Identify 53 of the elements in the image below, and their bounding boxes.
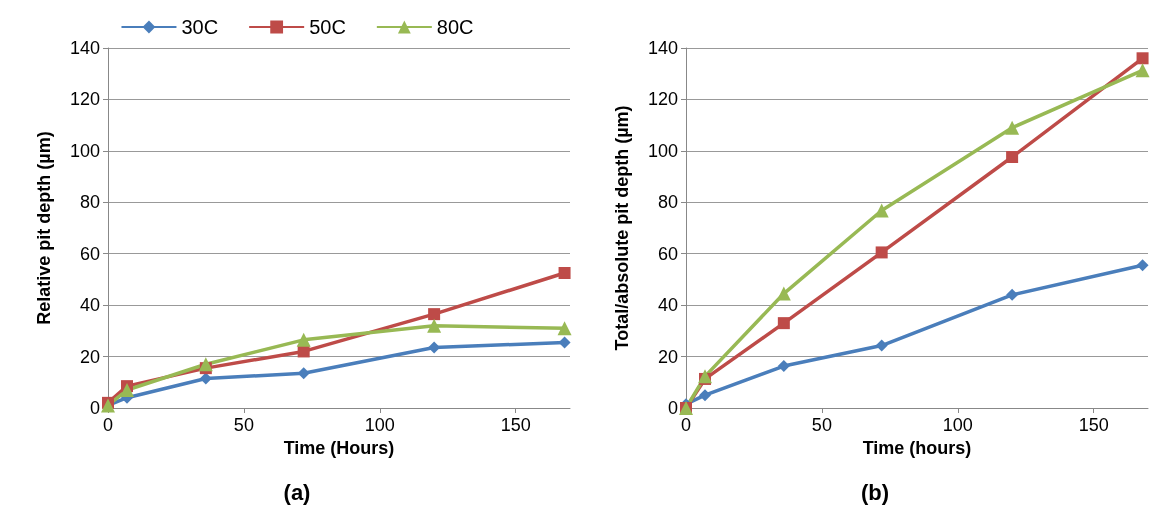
- y-tick-label: 60: [79, 243, 100, 264]
- point: [776, 286, 791, 301]
- y-axis-title: Total/absolute pit depth (µm): [612, 105, 632, 351]
- x-tick-label: 150: [500, 415, 531, 435]
- y-tick-label: 140: [647, 38, 678, 58]
- point: [1136, 52, 1149, 65]
- point: [1006, 151, 1019, 164]
- y-tick-label: 40: [657, 295, 678, 316]
- legend-label: 50C: [309, 16, 346, 38]
- y-tick-label: 140: [69, 38, 100, 58]
- point: [874, 203, 889, 218]
- y-tick-label: 100: [69, 140, 100, 161]
- point: [558, 267, 571, 279]
- text: (b): [860, 479, 890, 505]
- x-tick-label: 50: [811, 415, 832, 435]
- x-axis-title: Time (Hours): [283, 437, 395, 458]
- x-tick-label: 100: [364, 415, 395, 435]
- text: (a): [283, 479, 311, 505]
- y-tick-label: 60: [657, 243, 678, 264]
- x-tick-label: 50: [233, 415, 254, 435]
- point: [120, 383, 135, 397]
- point: [777, 317, 790, 330]
- point: [428, 308, 441, 321]
- point: [875, 339, 888, 352]
- y-tick-label: 0: [667, 398, 678, 418]
- point: [557, 321, 572, 336]
- y-tick-label: 0: [89, 398, 100, 418]
- point: [427, 318, 442, 333]
- point: [875, 246, 888, 259]
- point: [296, 332, 311, 347]
- point: [1136, 259, 1149, 272]
- x-tick-label: 0: [680, 415, 692, 435]
- y-tick-label: 20: [79, 346, 100, 367]
- point: [1006, 288, 1019, 301]
- y-tick-label: 40: [79, 295, 100, 316]
- point: [198, 357, 213, 372]
- y-tick-label: 20: [657, 346, 678, 367]
- point: [699, 389, 712, 402]
- y-tick-label: 120: [69, 89, 100, 110]
- y-tick-label: 80: [657, 192, 678, 213]
- x-tick-label: 100: [942, 415, 973, 435]
- point: [777, 360, 790, 373]
- legend-label: 80C: [436, 16, 474, 38]
- y-tick-label: 120: [647, 89, 678, 110]
- y-axis-title: Relative pit depth (µm): [34, 131, 54, 325]
- y-tick-label: 100: [647, 140, 678, 161]
- x-tick-label: 0: [102, 415, 114, 435]
- x-tick-label: 150: [1078, 415, 1109, 435]
- point: [1135, 63, 1150, 78]
- point: [1005, 120, 1020, 135]
- y-tick-label: 80: [79, 192, 100, 213]
- legend-label: 30C: [181, 16, 219, 38]
- x-axis-title: Time (hours): [862, 437, 972, 458]
